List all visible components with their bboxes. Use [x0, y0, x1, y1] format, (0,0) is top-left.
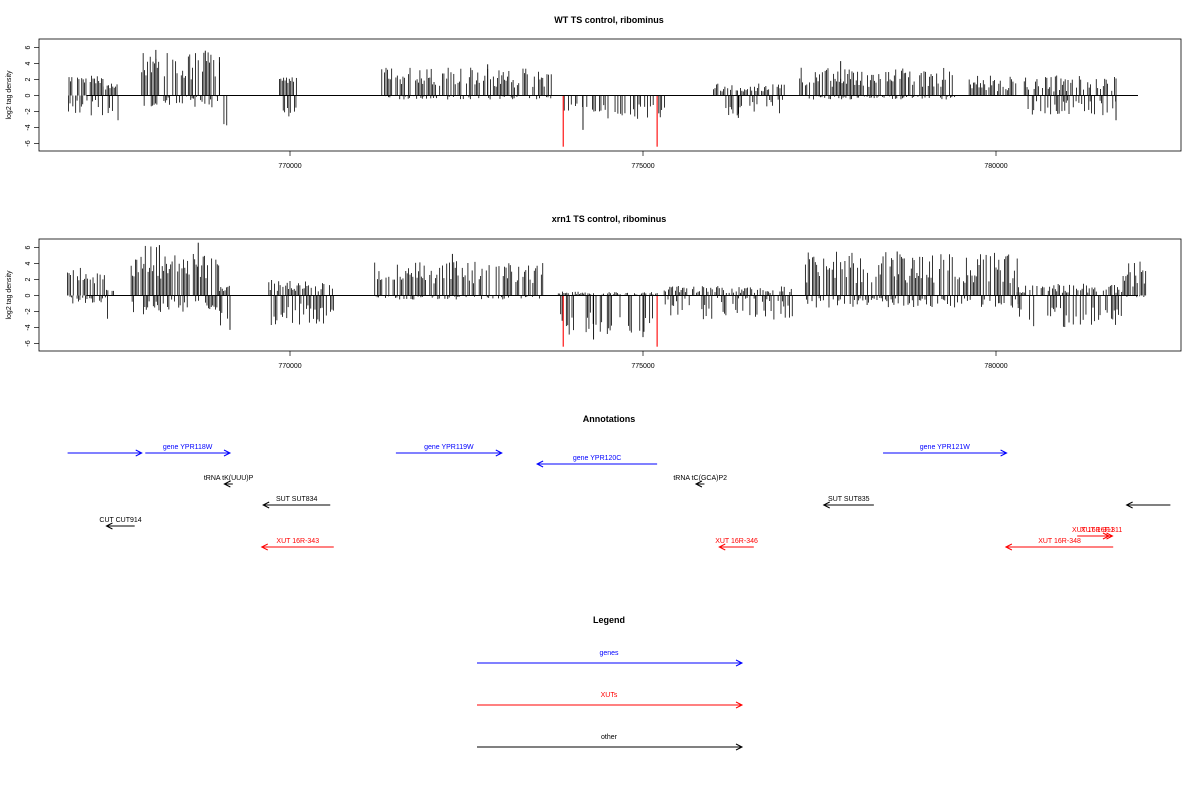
- x-tick-label: 770000: [278, 163, 301, 170]
- annotation-feature: SUT SUT835: [822, 496, 874, 509]
- legend-items: genes XUTs other: [477, 650, 744, 751]
- x-tick-label: 780000: [984, 363, 1007, 370]
- arrow-head-icon: [105, 522, 113, 530]
- feature-label: gene YPR120C: [573, 455, 622, 462]
- legend-label: genes: [599, 650, 619, 657]
- y-tick-label: 6: [25, 45, 32, 49]
- xrn1-y-axis-label: log2 tag density: [6, 270, 13, 320]
- wt-y-axis-label: log2 tag density: [6, 70, 13, 120]
- x-tick-label: 770000: [278, 363, 301, 370]
- wt-bars: [68, 49, 1117, 147]
- y-tick-label: -6: [25, 340, 32, 346]
- annotation-feature: XUT 16R-346: [715, 538, 758, 551]
- wt-panel-title: WT TS control, ribominus: [554, 15, 664, 25]
- arrow-head-icon: [262, 501, 270, 509]
- annotation-feature: [1125, 501, 1171, 509]
- feature-label: XUT 16R-343: [276, 538, 319, 545]
- feature-label: SUT SUT835: [828, 496, 870, 503]
- y-tick-label: 4: [25, 261, 32, 265]
- arrow-head-icon: [735, 659, 744, 667]
- arrow-head-icon: [223, 480, 231, 488]
- arrow-head-icon: [260, 543, 268, 551]
- legend-item-genes: genes: [477, 650, 744, 667]
- xrn1-y-ticks: 6 4 2 0 -2 -4 -6: [25, 245, 39, 347]
- feature-label: XUT 16F-311: [1081, 527, 1122, 534]
- arrow-head-icon: [535, 460, 544, 468]
- xrn1-x-ticks: 770000 775000 780000: [278, 351, 1008, 370]
- legend-item-other: other: [477, 734, 744, 751]
- arrow-head-icon: [694, 480, 703, 488]
- y-tick-label: 0: [25, 293, 32, 297]
- arrow-head-icon: [735, 743, 744, 751]
- y-tick-label: 6: [25, 245, 32, 249]
- arrow-head-icon: [223, 449, 232, 457]
- annotation-feature: gene YPR118W: [145, 444, 232, 457]
- feature-label: gene YPR119W: [424, 444, 474, 451]
- feature-label: XUT 16R-311: [1072, 527, 1114, 534]
- x-tick-label: 780000: [984, 163, 1007, 170]
- arrow-head-icon: [822, 501, 830, 509]
- feature-label: XUT 16R-348: [1038, 538, 1081, 545]
- annotation-feature: CUT CUT914: [99, 517, 142, 530]
- annotation-feature: SUT SUT834: [262, 496, 331, 509]
- feature-label: tRNA tK(UUU)P: [204, 475, 254, 482]
- annotations-panel: Annotations gene YPR118W gene YPR119Wgene…: [67, 414, 1171, 551]
- annotation-feature: tRNA tC(GCA)P2: [673, 475, 727, 488]
- annotation-feature: XUT 16R-348: [1004, 538, 1114, 551]
- xrn1-panel: xrn1 TS control, ribominus log2 tag dens…: [6, 214, 1182, 370]
- y-tick-label: -2: [25, 308, 32, 314]
- feature-label: gene YPR121W: [920, 444, 970, 451]
- annotation-feature: tRNA tK(UUU)P: [204, 475, 254, 488]
- annotation-feature: [67, 449, 143, 457]
- annotation-feature: gene YPR121W: [883, 444, 1008, 457]
- annotations-title: Annotations: [583, 414, 636, 424]
- annotation-features: gene YPR118W gene YPR119W gene YPR120C gene…: [67, 444, 1171, 551]
- arrow-head-icon: [1004, 543, 1013, 551]
- arrow-head-icon: [1000, 449, 1008, 457]
- legend-item-XUTs: XUTs: [477, 692, 744, 709]
- y-tick-label: 2: [25, 277, 32, 281]
- annotation-feature: XUT 16R-343: [260, 538, 334, 551]
- legend-title: Legend: [593, 615, 625, 625]
- y-tick-label: -4: [25, 324, 32, 330]
- legend-label: XUTs: [601, 692, 618, 699]
- wt-plot-frame: [38, 38, 1182, 152]
- arrow-head-icon: [718, 543, 726, 551]
- xrn1-plot-frame: [38, 238, 1182, 352]
- wt-y-ticks: 6 4 2 0 -2 -4 -6: [25, 45, 39, 147]
- feature-label: tRNA tC(GCA)P2: [673, 475, 727, 482]
- xrn1-panel-title: xrn1 TS control, ribominus: [552, 214, 667, 224]
- y-tick-label: -6: [25, 140, 32, 146]
- legend-label: other: [601, 734, 618, 741]
- feature-label: gene YPR118W: [163, 444, 213, 451]
- x-tick-label: 775000: [631, 163, 654, 170]
- y-tick-label: 2: [25, 77, 32, 81]
- arrow-head-icon: [135, 449, 143, 457]
- annotation-feature: gene YPR119W: [395, 444, 503, 457]
- annotation-feature: XUT 16F-311: [1081, 527, 1122, 540]
- feature-label: XUT 16R-346: [715, 538, 758, 545]
- feature-label: CUT CUT914: [99, 517, 141, 524]
- y-tick-label: 0: [25, 93, 32, 97]
- x-tick-label: 775000: [631, 363, 654, 370]
- arrow-head-icon: [735, 701, 744, 709]
- wt-x-ticks: 770000 775000 780000: [278, 151, 1008, 170]
- y-tick-label: 4: [25, 61, 32, 65]
- legend-panel: Legend genes XUTs other: [477, 615, 744, 751]
- annotation-feature: gene YPR120C: [535, 455, 658, 468]
- y-tick-label: -4: [25, 124, 32, 130]
- y-tick-label: -2: [25, 108, 32, 114]
- arrow-head-icon: [1106, 532, 1114, 540]
- arrow-head-icon: [495, 449, 503, 457]
- arrow-head-icon: [1125, 501, 1133, 509]
- wt-panel: WT TS control, ribominus log2 tag densit…: [6, 15, 1182, 170]
- feature-label: SUT SUT834: [276, 496, 318, 503]
- xrn1-bars: [67, 242, 1147, 347]
